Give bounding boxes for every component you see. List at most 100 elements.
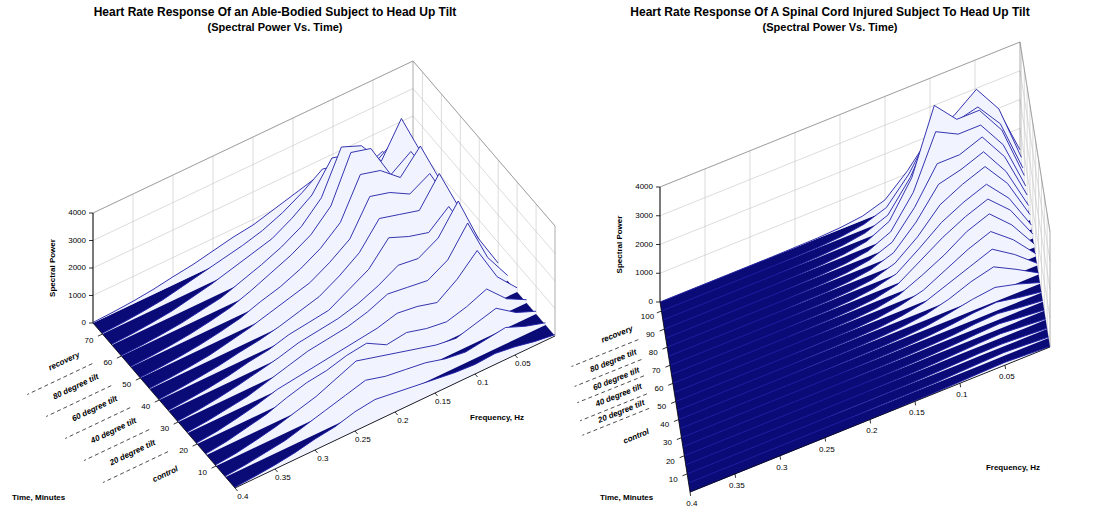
x-tick bbox=[1005, 365, 1007, 369]
phase-label: 80 degree tilt bbox=[51, 372, 100, 401]
spectrum-line bbox=[687, 328, 1047, 474]
x-tick-label: 0.25 bbox=[819, 445, 835, 454]
x-tick bbox=[315, 450, 318, 453]
grid-line bbox=[840, 115, 841, 230]
surface bbox=[660, 89, 1050, 492]
x-tick bbox=[690, 492, 692, 496]
y-tick bbox=[212, 466, 217, 468]
z-tick bbox=[656, 187, 660, 188]
grid-line bbox=[173, 175, 174, 285]
texts: 0.050.10.150.20.250.30.350.4102030405060… bbox=[12, 5, 531, 502]
y-tick bbox=[674, 420, 679, 422]
grid-line bbox=[1044, 196, 1045, 311]
y-tick-label: 10 bbox=[669, 475, 678, 484]
x-tick-label: 0.1 bbox=[956, 390, 968, 399]
y-tick-label: 90 bbox=[646, 330, 655, 339]
y-tick-label: 100 bbox=[641, 312, 655, 321]
y-tick-label: 70 bbox=[84, 336, 93, 345]
subtitle: (Spectral Power Vs. Time) bbox=[763, 21, 898, 33]
y-tick bbox=[663, 347, 668, 349]
y-axis-title: Time, Minutes bbox=[600, 493, 654, 502]
chart-canvas: 0.050.10.150.20.250.30.350.4102030405060… bbox=[0, 0, 1101, 516]
spectrum-line bbox=[689, 337, 1049, 483]
title: Heart Rate Response Of A Spinal Cord Inj… bbox=[630, 5, 1029, 19]
x-tick-label: 0.3 bbox=[317, 454, 329, 463]
spectrum-area bbox=[683, 301, 1043, 447]
phase-label: 40 degree tilt bbox=[88, 416, 138, 446]
grid-line bbox=[885, 96, 886, 211]
axes bbox=[27, 213, 555, 491]
phase-label: 80 degree tilt bbox=[589, 347, 638, 374]
y-tick bbox=[174, 422, 179, 424]
x-tick-label: 0.35 bbox=[275, 473, 291, 482]
spectrum-line bbox=[235, 335, 555, 488]
z-tick bbox=[89, 295, 93, 296]
spectrum-line bbox=[681, 292, 1041, 438]
y-tick-label: 20 bbox=[179, 446, 188, 455]
y-tick bbox=[660, 329, 665, 331]
z-tick bbox=[656, 215, 660, 216]
spectrum-area bbox=[687, 328, 1047, 474]
grid-line bbox=[1032, 123, 1033, 238]
grid-line bbox=[536, 204, 537, 314]
y-tick bbox=[193, 444, 198, 446]
x-tick bbox=[435, 393, 438, 396]
surface bbox=[93, 119, 555, 489]
y-tick-label: 20 bbox=[666, 457, 675, 466]
y-tick bbox=[657, 311, 662, 313]
z-tick bbox=[89, 268, 93, 269]
texts: 0.050.10.150.20.250.30.350.4102030405060… bbox=[589, 5, 1040, 508]
x-tick bbox=[735, 474, 737, 478]
x-tick bbox=[355, 431, 358, 434]
y-tick bbox=[155, 400, 160, 402]
spectrum-line bbox=[690, 346, 1050, 492]
x-tick-label: 0.25 bbox=[355, 435, 371, 444]
z-tick-label: 4000 bbox=[68, 208, 86, 217]
grid-line bbox=[1038, 160, 1039, 275]
x-tick bbox=[475, 374, 478, 377]
z-tick-label: 1000 bbox=[635, 268, 653, 277]
spectrum-area bbox=[681, 292, 1041, 438]
spectrum-line bbox=[680, 283, 1040, 429]
phase-label: 60 degree tilt bbox=[70, 394, 119, 423]
grid-line bbox=[1041, 178, 1042, 293]
panel: 0.050.10.150.20.250.30.350.4102030405060… bbox=[12, 5, 555, 502]
x-tick-label: 0.4 bbox=[686, 499, 698, 508]
x-tick-label: 0.35 bbox=[729, 481, 745, 490]
z-tick-label: 3000 bbox=[635, 211, 653, 220]
x-axis-line bbox=[235, 336, 555, 488]
panel: 0.050.10.150.20.250.30.350.4102030405060… bbox=[572, 5, 1050, 508]
grid-line bbox=[795, 133, 796, 248]
x-tick bbox=[275, 469, 278, 472]
z-tick-label: 0 bbox=[649, 297, 654, 306]
y-tick-label: 60 bbox=[103, 358, 112, 367]
z-axis-title: Spectral Power bbox=[615, 216, 624, 274]
x-tick-label: 0.4 bbox=[237, 492, 249, 501]
y-tick-label: 60 bbox=[654, 384, 663, 393]
x-tick bbox=[825, 438, 827, 442]
z-tick bbox=[656, 273, 660, 274]
y-axis-title: Time, Minutes bbox=[12, 493, 66, 502]
z-tick-label: 2000 bbox=[68, 263, 86, 272]
y-tick-label: 80 bbox=[649, 348, 658, 357]
grid-line bbox=[1024, 69, 1025, 184]
title: Heart Rate Response Of an Able-Bodied Su… bbox=[94, 5, 457, 19]
z-tick bbox=[89, 240, 93, 241]
spectrum-area bbox=[689, 337, 1049, 483]
z-tick-label: 4000 bbox=[635, 182, 653, 191]
phase-label: recovery bbox=[47, 350, 81, 373]
floor bbox=[660, 157, 1050, 492]
y-tick bbox=[98, 334, 103, 336]
grid-line bbox=[1030, 105, 1031, 220]
z-tick-label: 2000 bbox=[635, 240, 653, 249]
spectrum-area bbox=[680, 283, 1040, 429]
x-tick bbox=[915, 401, 917, 405]
x-tick-label: 0.2 bbox=[397, 416, 409, 425]
subtitle: (Spectral Power Vs. Time) bbox=[208, 21, 343, 33]
z-tick bbox=[656, 302, 660, 303]
y-tick-label: 10 bbox=[198, 468, 207, 477]
grid-line bbox=[133, 194, 134, 304]
x-axis-line bbox=[690, 347, 1050, 492]
x-tick-label: 0.15 bbox=[435, 397, 451, 406]
spectrum-area bbox=[686, 319, 1046, 465]
